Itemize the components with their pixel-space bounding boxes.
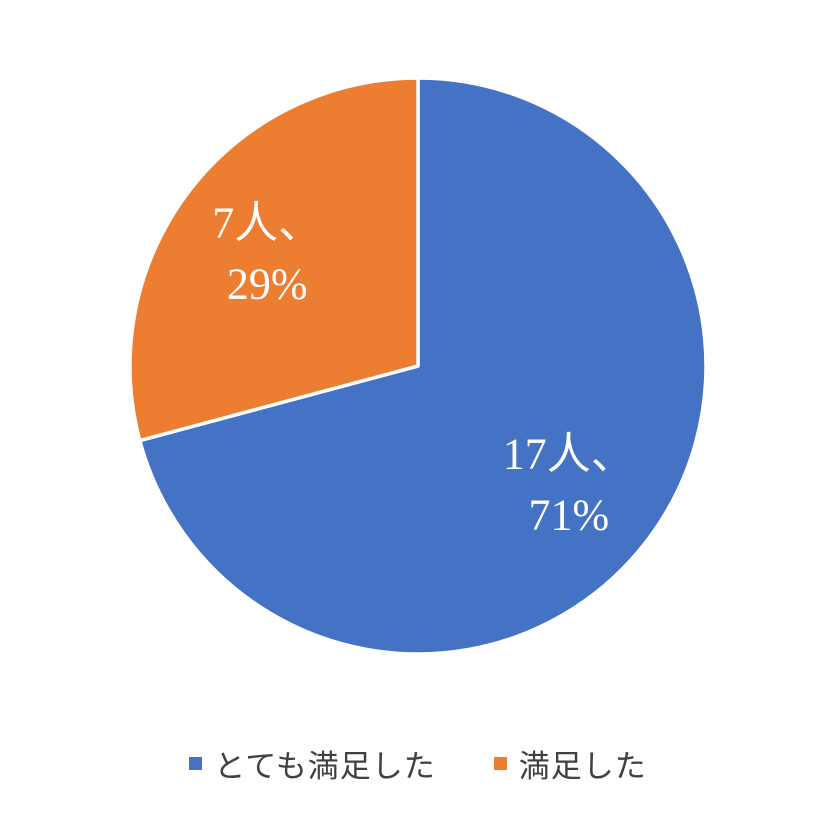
legend-swatch-icon [493,757,507,770]
data-label-とても満足した: 17人、 71% [503,430,635,540]
legend-label-satisfied: 満足した [518,749,647,784]
legend-label-very-satisfied: とても満足した [214,749,436,784]
pie-slice-とても満足した[interactable] [138,76,708,656]
pie-slice-満足した[interactable] [128,76,420,443]
data-label-満足した: 7人、 29% [212,198,322,308]
legend-item-satisfied[interactable]: 満足した [493,741,647,786]
legend: とても満足した 満足した [0,741,836,786]
legend-item-very-satisfied[interactable]: とても満足した [189,741,436,786]
legend-swatch-icon [189,757,203,770]
